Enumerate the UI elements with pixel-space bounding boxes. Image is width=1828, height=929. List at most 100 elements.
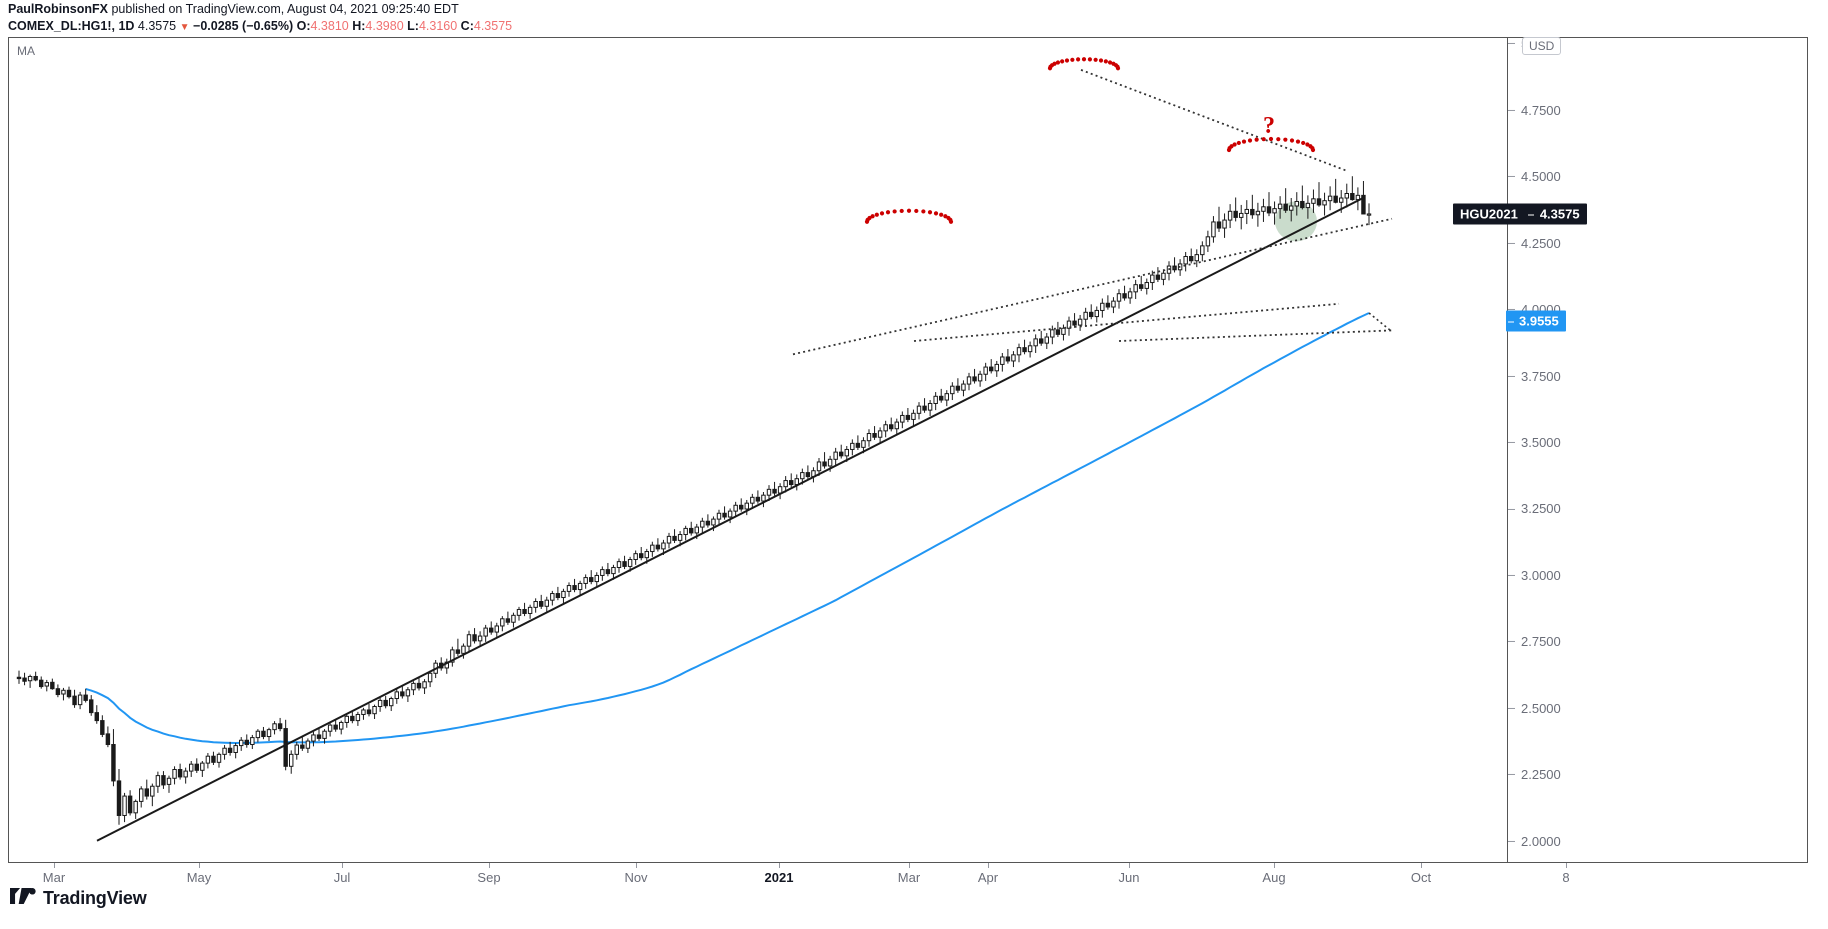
symbol-ticker[interactable]: COMEX_DL:HG1!,: [8, 19, 115, 33]
candle-body: [322, 730, 327, 739]
candle-body: [905, 414, 911, 420]
candle-body: [766, 488, 772, 496]
candle-body: [672, 535, 677, 541]
candle-body: [939, 395, 944, 401]
time-tick-mark: [489, 863, 490, 868]
candle-body: [72, 695, 77, 706]
candle-body: [1044, 336, 1049, 344]
price-scale[interactable]: 5.00004.75004.50004.25004.00003.75003.50…: [1453, 36, 1807, 862]
candle-body: [955, 385, 961, 391]
rising-trendline: [96, 196, 1365, 842]
candle-body: [1105, 302, 1111, 308]
candle-body: [611, 566, 616, 575]
price-scale-divider: [1507, 38, 1508, 862]
candle-body: [105, 733, 111, 746]
candle-body: [950, 385, 955, 395]
candle-body: [1233, 210, 1238, 218]
candle-body: [1000, 356, 1005, 365]
low-label: L:: [407, 19, 419, 33]
time-tick-mark: [779, 863, 780, 868]
candle-body: [289, 753, 294, 767]
support-dotted-2: [1118, 329, 1393, 342]
candle-body: [222, 747, 227, 755]
question-mark-annotation: ?: [1263, 113, 1275, 139]
symbol-quote-line: COMEX_DL:HG1!, 1D 4.3575 ▼ −0.0285 (−0.6…: [8, 19, 1208, 35]
candle-body: [1183, 255, 1188, 265]
candle-body: [1289, 205, 1294, 211]
candle-body: [1283, 203, 1288, 211]
change-percent: (−0.65%): [242, 19, 294, 33]
candle-body: [27, 675, 33, 682]
candle-body: [522, 608, 527, 614]
candle-body: [266, 729, 272, 738]
candle-body: [416, 682, 422, 689]
time-tick-label: 2021: [764, 870, 794, 885]
candle-body: [561, 590, 566, 599]
tradingview-logo-icon: [10, 888, 36, 909]
candle-body: [411, 682, 416, 691]
time-tick-mark: [988, 863, 989, 868]
candle-body: [333, 724, 338, 730]
candle-body: [1027, 345, 1033, 353]
candle-body: [850, 442, 855, 450]
candle-body: [300, 744, 305, 749]
candle-body: [1116, 293, 1122, 302]
candle-body: [761, 494, 766, 502]
time-scale[interactable]: Mar May Jul Sep Nov 2021 Mar Apr Jun Aug Oct 8: [9, 863, 1807, 902]
candle-body: [844, 448, 849, 457]
candle-body: [1266, 206, 1272, 214]
candle-body: [372, 706, 377, 715]
candle-body: [100, 720, 105, 735]
interval-label[interactable]: 1D: [118, 19, 135, 33]
candle-body: [961, 383, 966, 391]
candle-body: [1144, 282, 1149, 289]
candle-body: [227, 747, 233, 753]
currency-badge[interactable]: USD: [1522, 37, 1562, 56]
candle-body: [889, 424, 894, 430]
candle-body: [311, 734, 316, 742]
price-tick: 3.2500: [1508, 500, 1561, 517]
candle-body: [272, 723, 277, 731]
candle-body: [1205, 236, 1211, 247]
candle-body: [544, 599, 549, 607]
candle-body: [683, 527, 688, 536]
candle-body: [1077, 318, 1083, 326]
time-tick-label: May: [186, 870, 212, 885]
candle-body: [1361, 194, 1366, 215]
candle-body: [405, 689, 411, 697]
ma-indicator-legend[interactable]: MA: [17, 44, 35, 58]
price-tick: 2.5000: [1508, 700, 1561, 716]
candle-body: [422, 681, 427, 689]
candle-body: [33, 675, 38, 681]
candle-body: [1083, 311, 1088, 320]
last-price-badge[interactable]: HGU2021 4.3575: [1453, 203, 1587, 225]
candle-body: [622, 561, 627, 567]
candle-body: [283, 728, 288, 767]
candle-body: [861, 440, 866, 448]
time-tick-label: Nov: [624, 870, 648, 885]
candle-body: [1155, 274, 1161, 280]
change-absolute: −0.0285: [193, 19, 239, 33]
candle-body: [1161, 272, 1166, 280]
candle-body: [389, 698, 394, 707]
candle-body: [677, 534, 683, 541]
candle-body: [989, 366, 994, 372]
price-plot-area[interactable]: ?: [9, 38, 1507, 862]
candle-body: [1294, 200, 1299, 207]
candle-body: [483, 627, 488, 637]
time-tick-mark: [636, 863, 637, 868]
price-tick: 3.0000: [1508, 567, 1561, 583]
close-value: 4.3575: [473, 19, 513, 33]
ma-value-badge[interactable]: 3.9555: [1506, 310, 1566, 332]
candle-body: [1139, 284, 1144, 289]
author-name: PaulRobinsonFX: [8, 2, 108, 16]
candle-body: [511, 614, 516, 623]
candle-body: [689, 527, 694, 534]
time-tick-label: Mar: [897, 870, 921, 885]
candle-body: [922, 405, 927, 411]
candle-body: [177, 768, 183, 778]
brand-name: TradingView: [43, 888, 147, 908]
candle-body: [55, 688, 61, 696]
candle-body: [805, 472, 811, 478]
candle-body: [350, 715, 355, 722]
